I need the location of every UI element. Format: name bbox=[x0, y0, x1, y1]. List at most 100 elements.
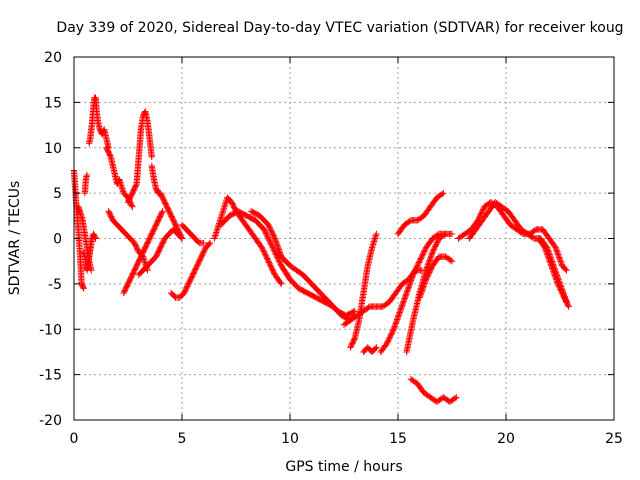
data-point bbox=[128, 202, 135, 209]
data-point bbox=[278, 280, 285, 288]
data-point bbox=[411, 268, 418, 276]
data-point bbox=[272, 249, 279, 257]
data-point bbox=[478, 208, 486, 216]
data-point bbox=[425, 270, 432, 278]
data-point bbox=[448, 230, 456, 238]
data-point bbox=[267, 240, 274, 247]
data-point bbox=[271, 233, 278, 241]
data-point bbox=[265, 259, 273, 266]
x-tick-label: 20 bbox=[497, 431, 515, 447]
y-tick-label: 10 bbox=[44, 141, 62, 157]
data-point bbox=[447, 257, 454, 264]
data-point bbox=[409, 271, 417, 278]
axis-ticks: 0 5 10 15 20 25 -20 -15 -10 -5 0 5 10 15 20 bbox=[39, 50, 623, 447]
data-point bbox=[560, 292, 567, 300]
data-point bbox=[426, 269, 433, 276]
data-point bbox=[106, 152, 114, 159]
data-point bbox=[258, 244, 266, 251]
data-point bbox=[410, 270, 417, 277]
data-point bbox=[271, 270, 278, 277]
data-point bbox=[158, 209, 166, 216]
data-point bbox=[269, 231, 277, 238]
series-arc-12 bbox=[135, 226, 186, 278]
data-point bbox=[385, 336, 392, 344]
data-point bbox=[555, 282, 562, 289]
data-point bbox=[266, 260, 273, 268]
data-point bbox=[540, 243, 548, 250]
data-point bbox=[270, 268, 277, 276]
data-point bbox=[451, 395, 459, 402]
data-point bbox=[387, 331, 395, 338]
data-point bbox=[565, 303, 572, 310]
data-point bbox=[416, 257, 423, 265]
data-point bbox=[269, 266, 276, 273]
data-point bbox=[268, 264, 275, 272]
data-point bbox=[264, 233, 271, 240]
data-point bbox=[433, 239, 441, 246]
data-point bbox=[419, 251, 427, 258]
data-point bbox=[277, 261, 284, 268]
x-axis-label: GPS time / hours bbox=[285, 459, 402, 475]
data-point bbox=[551, 243, 558, 250]
data-point bbox=[423, 274, 430, 282]
y-tick-label: -5 bbox=[48, 277, 62, 293]
data-point bbox=[261, 249, 268, 257]
data-point bbox=[351, 307, 358, 315]
data-point bbox=[440, 189, 447, 197]
data-point bbox=[79, 284, 87, 291]
data-point bbox=[205, 240, 213, 248]
series-arc-25 bbox=[407, 375, 460, 406]
data-point bbox=[268, 242, 276, 250]
data-point bbox=[420, 248, 428, 255]
data-point bbox=[269, 244, 276, 251]
data-point bbox=[431, 244, 438, 252]
data-point bbox=[261, 227, 268, 235]
data-point bbox=[178, 235, 186, 242]
data-point bbox=[265, 235, 272, 243]
data-point bbox=[383, 340, 390, 348]
data-point bbox=[274, 255, 282, 262]
series-arc-4 bbox=[81, 171, 91, 197]
series-arc-15 bbox=[211, 194, 285, 288]
data-point bbox=[479, 206, 487, 213]
data-point bbox=[479, 207, 486, 215]
y-tick-label: 20 bbox=[44, 50, 62, 66]
data-point bbox=[267, 225, 274, 233]
data-point bbox=[554, 280, 562, 288]
data-point bbox=[384, 338, 392, 345]
data-point bbox=[427, 266, 434, 274]
data-point bbox=[389, 327, 397, 334]
data-point bbox=[422, 276, 430, 283]
data-point bbox=[276, 258, 283, 265]
x-tick-label: 10 bbox=[281, 431, 299, 447]
data-point bbox=[412, 266, 419, 273]
data-point bbox=[267, 227, 275, 234]
data-point bbox=[415, 260, 422, 268]
data-point bbox=[262, 252, 270, 259]
data-point bbox=[268, 228, 275, 235]
data-point bbox=[422, 245, 429, 253]
y-axis-label: SDTVAR / TECUs bbox=[7, 181, 23, 296]
x-tick-label: 0 bbox=[70, 431, 79, 447]
series-arc-20 bbox=[360, 344, 380, 356]
data-point bbox=[267, 263, 275, 270]
data-point bbox=[428, 265, 435, 272]
data-point bbox=[264, 234, 272, 242]
data-point bbox=[263, 255, 271, 262]
series-arc-17 bbox=[247, 208, 358, 319]
data-point bbox=[80, 285, 87, 292]
data-point bbox=[373, 344, 380, 351]
data-point bbox=[350, 336, 358, 343]
data-point bbox=[262, 229, 269, 236]
data-point bbox=[384, 339, 391, 347]
series-arc-10 bbox=[124, 108, 155, 206]
data-point bbox=[430, 247, 437, 254]
data-point bbox=[417, 256, 424, 264]
x-tick-label: 5 bbox=[178, 431, 187, 447]
data-point bbox=[275, 256, 282, 264]
data-point bbox=[269, 229, 276, 237]
data-point bbox=[267, 262, 274, 269]
grid bbox=[74, 57, 614, 420]
data-point bbox=[265, 257, 272, 265]
series-arc-8 bbox=[105, 208, 151, 274]
